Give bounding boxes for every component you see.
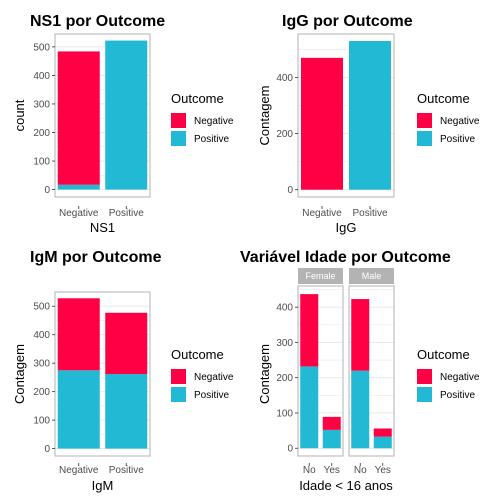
y-tick-label: 300 bbox=[33, 359, 50, 370]
legend-label-positive: Positive bbox=[440, 390, 475, 401]
y-axis-title: Contagem bbox=[257, 86, 272, 146]
chart-title: IgM por Outcome bbox=[30, 249, 162, 266]
chart-bar-positive-negative bbox=[57, 370, 100, 449]
y-tick-label: 0 bbox=[44, 444, 50, 455]
legend-label-positive: Positive bbox=[440, 134, 475, 145]
y-tick-label: 0 bbox=[287, 185, 293, 196]
chart-panel-4: Variável Idade por Outcome Female No Yes Mal… bbox=[240, 249, 480, 493]
plot-panel-border bbox=[54, 33, 151, 198]
facet-female-bar-positive-yes bbox=[322, 429, 341, 449]
y-tick-label: 400 bbox=[276, 303, 293, 314]
chart-bar-positive-negative bbox=[57, 184, 100, 190]
y-tick-label: 100 bbox=[33, 157, 50, 168]
facet-strip-female bbox=[298, 268, 343, 284]
chart-title: IgG por Outcome bbox=[282, 13, 413, 30]
y-tick-label: 200 bbox=[276, 373, 293, 384]
y-tick-label: 0 bbox=[44, 185, 50, 196]
y-axis-title: Contagem bbox=[12, 344, 27, 404]
facet-female-bar-positive-no bbox=[300, 366, 319, 449]
y-tick-label: 400 bbox=[276, 73, 293, 84]
facet-male-bar-positive-no bbox=[351, 370, 370, 449]
facet-strip-label: Female bbox=[305, 271, 335, 281]
x-tick-label: Negative bbox=[302, 208, 342, 219]
x-tick-label: No bbox=[303, 465, 316, 476]
y-tick-label: 500 bbox=[33, 42, 50, 53]
legend-key-negative bbox=[417, 369, 432, 384]
facet-strip-male bbox=[349, 268, 394, 284]
legend-key-negative bbox=[417, 113, 432, 128]
facet-male-bar-negative-no bbox=[351, 299, 370, 371]
legend-label-negative: Negative bbox=[440, 116, 480, 127]
y-axis-title: Contagem bbox=[257, 344, 272, 404]
y-tick-label: 100 bbox=[33, 416, 50, 427]
legend-label-negative: Negative bbox=[440, 372, 480, 383]
x-axis-title: IgG bbox=[336, 220, 357, 235]
plot-panel-border bbox=[54, 291, 151, 457]
y-tick-label: 300 bbox=[33, 99, 50, 110]
legend-key-positive bbox=[171, 131, 186, 146]
chart-bar-positive-positive bbox=[105, 374, 148, 449]
legend-title: Outcome bbox=[171, 347, 224, 362]
legend-title: Outcome bbox=[417, 91, 470, 106]
legend-label-positive: Positive bbox=[194, 134, 229, 145]
facet-panel-male-border bbox=[348, 285, 395, 457]
facet-male-bar-negative-yes bbox=[373, 428, 392, 437]
chart-bar-positive-positive bbox=[105, 40, 148, 190]
legend-key-negative bbox=[171, 113, 186, 128]
facet-strip-label: Male bbox=[362, 271, 382, 281]
x-tick-label: No bbox=[354, 465, 367, 476]
chart-bar-negative-negative bbox=[57, 51, 100, 185]
legend-label-positive: Positive bbox=[194, 390, 229, 401]
facet-female-bar-negative-yes bbox=[322, 416, 341, 430]
x-tick-label: Positive bbox=[109, 465, 144, 476]
y-tick-label: 100 bbox=[276, 408, 293, 419]
plot-panel-border bbox=[297, 33, 395, 198]
facet-panel-female-border bbox=[297, 285, 344, 457]
chart-title: NS1 por Outcome bbox=[30, 13, 165, 30]
y-tick-label: 200 bbox=[33, 387, 50, 398]
chart-bar-negative-negative bbox=[57, 298, 100, 371]
legend-key-positive bbox=[417, 387, 432, 402]
y-tick-label: 400 bbox=[33, 330, 50, 341]
y-axis-title: count bbox=[12, 99, 27, 131]
chart-title: Variável Idade por Outcome bbox=[240, 249, 451, 266]
chart-panel-3: IgM por Outcome Negative Positive 0 100 200 30… bbox=[12, 249, 234, 493]
y-tick-label: 500 bbox=[33, 302, 50, 313]
y-tick-label: 300 bbox=[276, 338, 293, 349]
chart-bar-negative-positive bbox=[105, 312, 148, 374]
chart-panel-1: NS1 por Outcome Negative Positive 0 100 200 30… bbox=[12, 13, 234, 235]
facet-male-bar-positive-yes bbox=[373, 436, 392, 449]
y-tick-label: 200 bbox=[33, 128, 50, 139]
legend-title: Outcome bbox=[417, 347, 470, 362]
legend-key-positive bbox=[417, 131, 432, 146]
chart-bar-negative-negative bbox=[301, 57, 343, 190]
x-tick-label: Yes bbox=[324, 465, 340, 476]
x-axis-title: IgM bbox=[92, 478, 114, 493]
x-axis-title: Idade < 16 anos bbox=[299, 478, 393, 493]
facet-female-bar-negative-no bbox=[300, 294, 319, 367]
legend-label-negative: Negative bbox=[194, 372, 234, 383]
legend-key-positive bbox=[171, 387, 186, 402]
legend-title: Outcome bbox=[171, 91, 224, 106]
y-tick-label: 0 bbox=[287, 444, 293, 455]
x-tick-label: Negative bbox=[59, 465, 99, 476]
x-axis-title: NS1 bbox=[90, 220, 115, 235]
x-tick-label: Negative bbox=[59, 208, 99, 219]
y-tick-label: 400 bbox=[33, 71, 50, 82]
x-tick-label: Positive bbox=[109, 208, 144, 219]
y-tick-label: 200 bbox=[276, 129, 293, 140]
chart-panel-2: IgG por Outcome Negative Positive 0 200 400 Co… bbox=[257, 13, 480, 235]
legend-key-negative bbox=[171, 369, 186, 384]
x-tick-label: Positive bbox=[352, 208, 387, 219]
chart-bar-positive-positive bbox=[349, 41, 391, 190]
legend-label-negative: Negative bbox=[194, 116, 234, 127]
x-tick-label: Yes bbox=[375, 465, 391, 476]
